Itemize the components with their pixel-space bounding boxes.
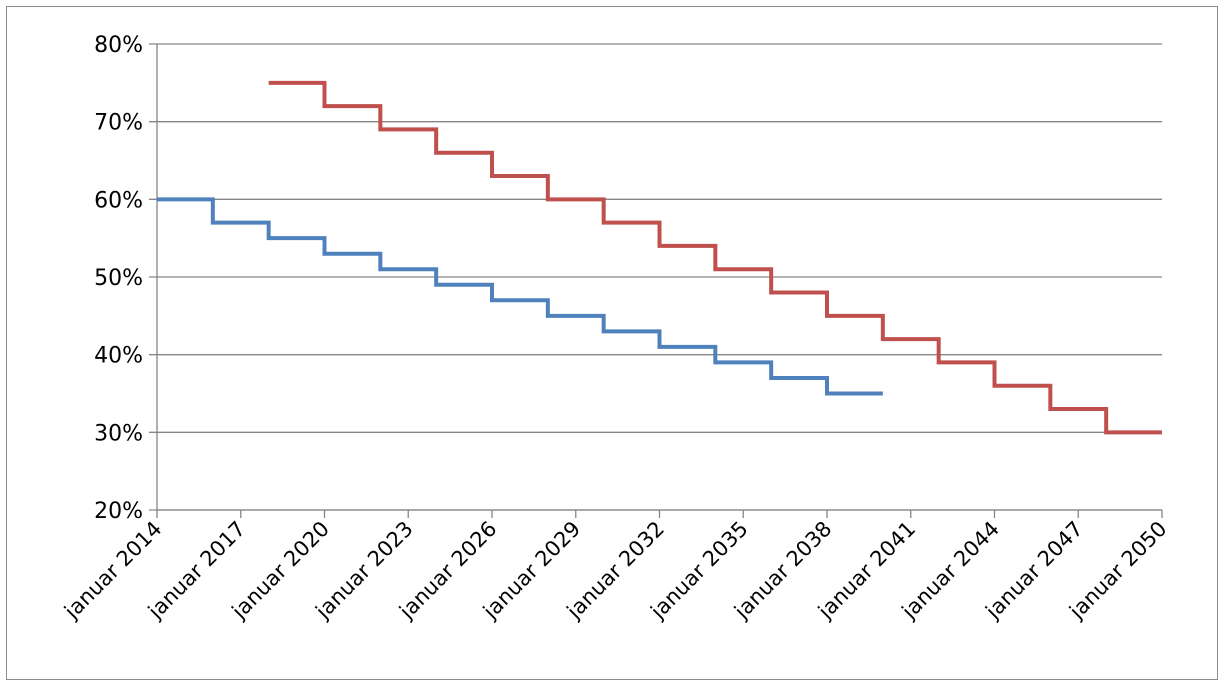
y-tick-label: 20%: [94, 499, 143, 524]
y-tick-label: 40%: [94, 344, 143, 369]
series-line-2: [268, 80, 1162, 435]
y-tick-label: 60%: [94, 188, 143, 213]
y-tick-label: 50%: [94, 266, 143, 291]
chart-frame: [6, 6, 1218, 680]
y-tick-label: 70%: [94, 111, 143, 136]
y-tick-label: 30%: [94, 421, 143, 446]
y-tick-label: 80%: [94, 33, 143, 58]
series-line-1: [157, 197, 883, 396]
